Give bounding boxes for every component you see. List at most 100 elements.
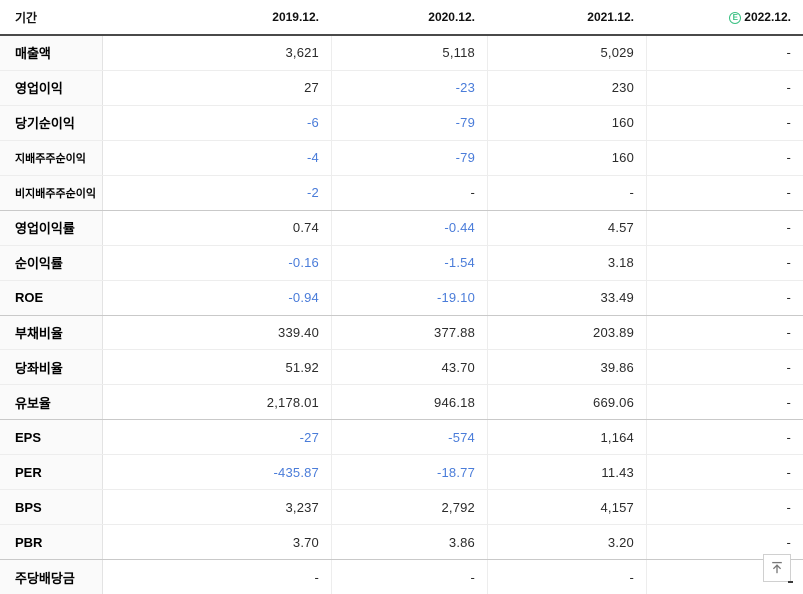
- value-cell-2021: 1,164: [487, 420, 646, 455]
- row-label: 비지배주주순이익: [0, 175, 103, 210]
- value-cell-2022: -: [646, 140, 803, 175]
- table-row: 당좌비율 51.92 43.70 39.86 -: [0, 349, 803, 385]
- row-label: PER: [0, 455, 103, 490]
- value-cell-2021: -: [487, 175, 646, 210]
- row-label: EPS: [0, 420, 103, 455]
- value-cell-2019: 3,621: [285, 45, 319, 61]
- value-cell-2020: -574: [331, 420, 487, 455]
- row-label: 순이익률: [0, 245, 103, 280]
- table-row: 부채비율 339.40 377.88 203.89 -: [0, 314, 803, 350]
- value-cell-2022: -: [646, 525, 803, 560]
- value-cell-2019: 51.92: [285, 359, 319, 375]
- estimate-icon: E: [729, 12, 742, 24]
- value-cell-2021: 669.06: [487, 385, 646, 420]
- table-row: 당기순이익 -6 -79 160 -: [0, 104, 803, 140]
- value-cell-2021: 5,029: [487, 36, 646, 70]
- value-cell-2020: 5,118: [331, 36, 487, 70]
- value-cell-2020: -23: [331, 70, 487, 105]
- value-cell-2022: -: [646, 105, 803, 140]
- value-cell-2020: 3.86: [331, 525, 487, 560]
- value-cell-2022: -: [646, 490, 803, 525]
- value-cell-2021: 33.49: [487, 280, 646, 315]
- table-row: PER -435.87 -18.77 11.43 -: [0, 454, 803, 490]
- value-cell-2019: 339.40: [278, 324, 319, 340]
- value-cell-2019: -2: [307, 185, 319, 201]
- table-row: PBR 3.70 3.86 3.20 -: [0, 524, 803, 560]
- value-cell-2021: 11.43: [487, 455, 646, 490]
- row-label: ROE: [0, 280, 103, 315]
- table-row: 지배주주순이익 -4 -79 160 -: [0, 139, 803, 175]
- value-cell-2021: 160: [487, 105, 646, 140]
- value-cell-2019: -6: [307, 115, 319, 131]
- value-cell-2022: -: [646, 245, 803, 280]
- value-cell-2020: -79: [331, 140, 487, 175]
- value-cell-2020: -19.10: [331, 280, 487, 315]
- value-cell-2020: -: [331, 560, 487, 594]
- value-cell-2022: -: [646, 350, 803, 385]
- value-cell-2021: 160: [487, 140, 646, 175]
- value-cell-2019: -27: [299, 429, 319, 445]
- row-label: 매출액: [0, 36, 103, 70]
- value-cell-2021: 230: [487, 70, 646, 105]
- value-cell-2022: -: [646, 455, 803, 490]
- value-cell-2019: -0.16: [288, 255, 319, 271]
- value-cell-2022: -: [646, 210, 803, 245]
- column-header-2019: 2019.12.: [272, 10, 319, 24]
- value-cell-2020: 2,792: [331, 490, 487, 525]
- table-row: 영업이익률 0.74 -0.44 4.57 -: [0, 209, 803, 245]
- column-header-2021: 2021.12.: [587, 10, 634, 24]
- value-cell-2020: 946.18: [331, 385, 487, 420]
- column-header-2022-label: 2022.12.: [744, 10, 791, 24]
- value-cell-2019: -435.87: [273, 464, 319, 480]
- value-cell-2020: 43.70: [331, 350, 487, 385]
- value-cell-2020: -79: [331, 105, 487, 140]
- value-cell-2019: -0.94: [288, 290, 319, 306]
- value-cell-2021: 4,157: [487, 490, 646, 525]
- value-cell-2021: 39.86: [487, 350, 646, 385]
- value-cell-2019: 27: [304, 80, 319, 96]
- value-cell-2020: -: [331, 175, 487, 210]
- row-label: 영업이익: [0, 70, 103, 105]
- value-cell-2020: -0.44: [331, 210, 487, 245]
- table-row: 유보율 2,178.01 946.18 669.06 -: [0, 384, 803, 420]
- value-cell-2020: 377.88: [331, 315, 487, 350]
- value-cell-2021: -: [487, 560, 646, 594]
- row-label: BPS: [0, 490, 103, 525]
- table-row: 비지배주주순이익 -2 - - -: [0, 174, 803, 210]
- value-cell-2019: -4: [307, 150, 319, 166]
- value-cell-2022: -: [646, 280, 803, 315]
- value-cell-2022: -: [646, 315, 803, 350]
- table-body: 매출액 3,621 5,118 5,029 - 영업이익 27 -23 230 …: [0, 36, 803, 594]
- value-cell-2020: -18.77: [331, 455, 487, 490]
- value-cell-2021: 3.18: [487, 245, 646, 280]
- value-cell-2019: 2,178.01: [266, 394, 319, 410]
- table-row: 주당배당금 - - - -: [0, 559, 803, 594]
- value-cell-2019: 0.74: [292, 220, 319, 236]
- row-label: 당기순이익: [0, 105, 103, 140]
- table-row: BPS 3,237 2,792 4,157 -: [0, 489, 803, 525]
- table-row: EPS -27 -574 1,164 -: [0, 419, 803, 455]
- table-row: 순이익률 -0.16 -1.54 3.18 -: [0, 244, 803, 280]
- column-header-2020: 2020.12.: [428, 10, 475, 24]
- table-row: 매출액 3,621 5,118 5,029 -: [0, 36, 803, 70]
- row-label: PBR: [0, 525, 103, 560]
- value-cell-2022: -: [646, 175, 803, 210]
- column-header-2022: E 2022.12.: [646, 10, 803, 24]
- value-cell-2022: -: [646, 420, 803, 455]
- value-cell-2021: 3.20: [487, 525, 646, 560]
- row-label: 당좌비율: [0, 350, 103, 385]
- value-cell-2021: 4.57: [487, 210, 646, 245]
- period-header-label: 기간: [15, 10, 38, 25]
- table-row: 영업이익 27 -23 230 -: [0, 69, 803, 105]
- row-label: 유보율: [0, 385, 103, 420]
- row-label: 지배주주순이익: [0, 140, 103, 175]
- value-cell-2020: -1.54: [331, 245, 487, 280]
- value-cell-2022: -: [646, 36, 803, 70]
- value-cell-2022: -: [646, 385, 803, 420]
- corner-mark: [788, 581, 793, 583]
- value-cell-2019: 3,237: [285, 499, 319, 515]
- row-label: 주당배당금: [0, 560, 103, 594]
- scroll-to-top-button[interactable]: [763, 554, 791, 582]
- value-cell-2021: 203.89: [487, 315, 646, 350]
